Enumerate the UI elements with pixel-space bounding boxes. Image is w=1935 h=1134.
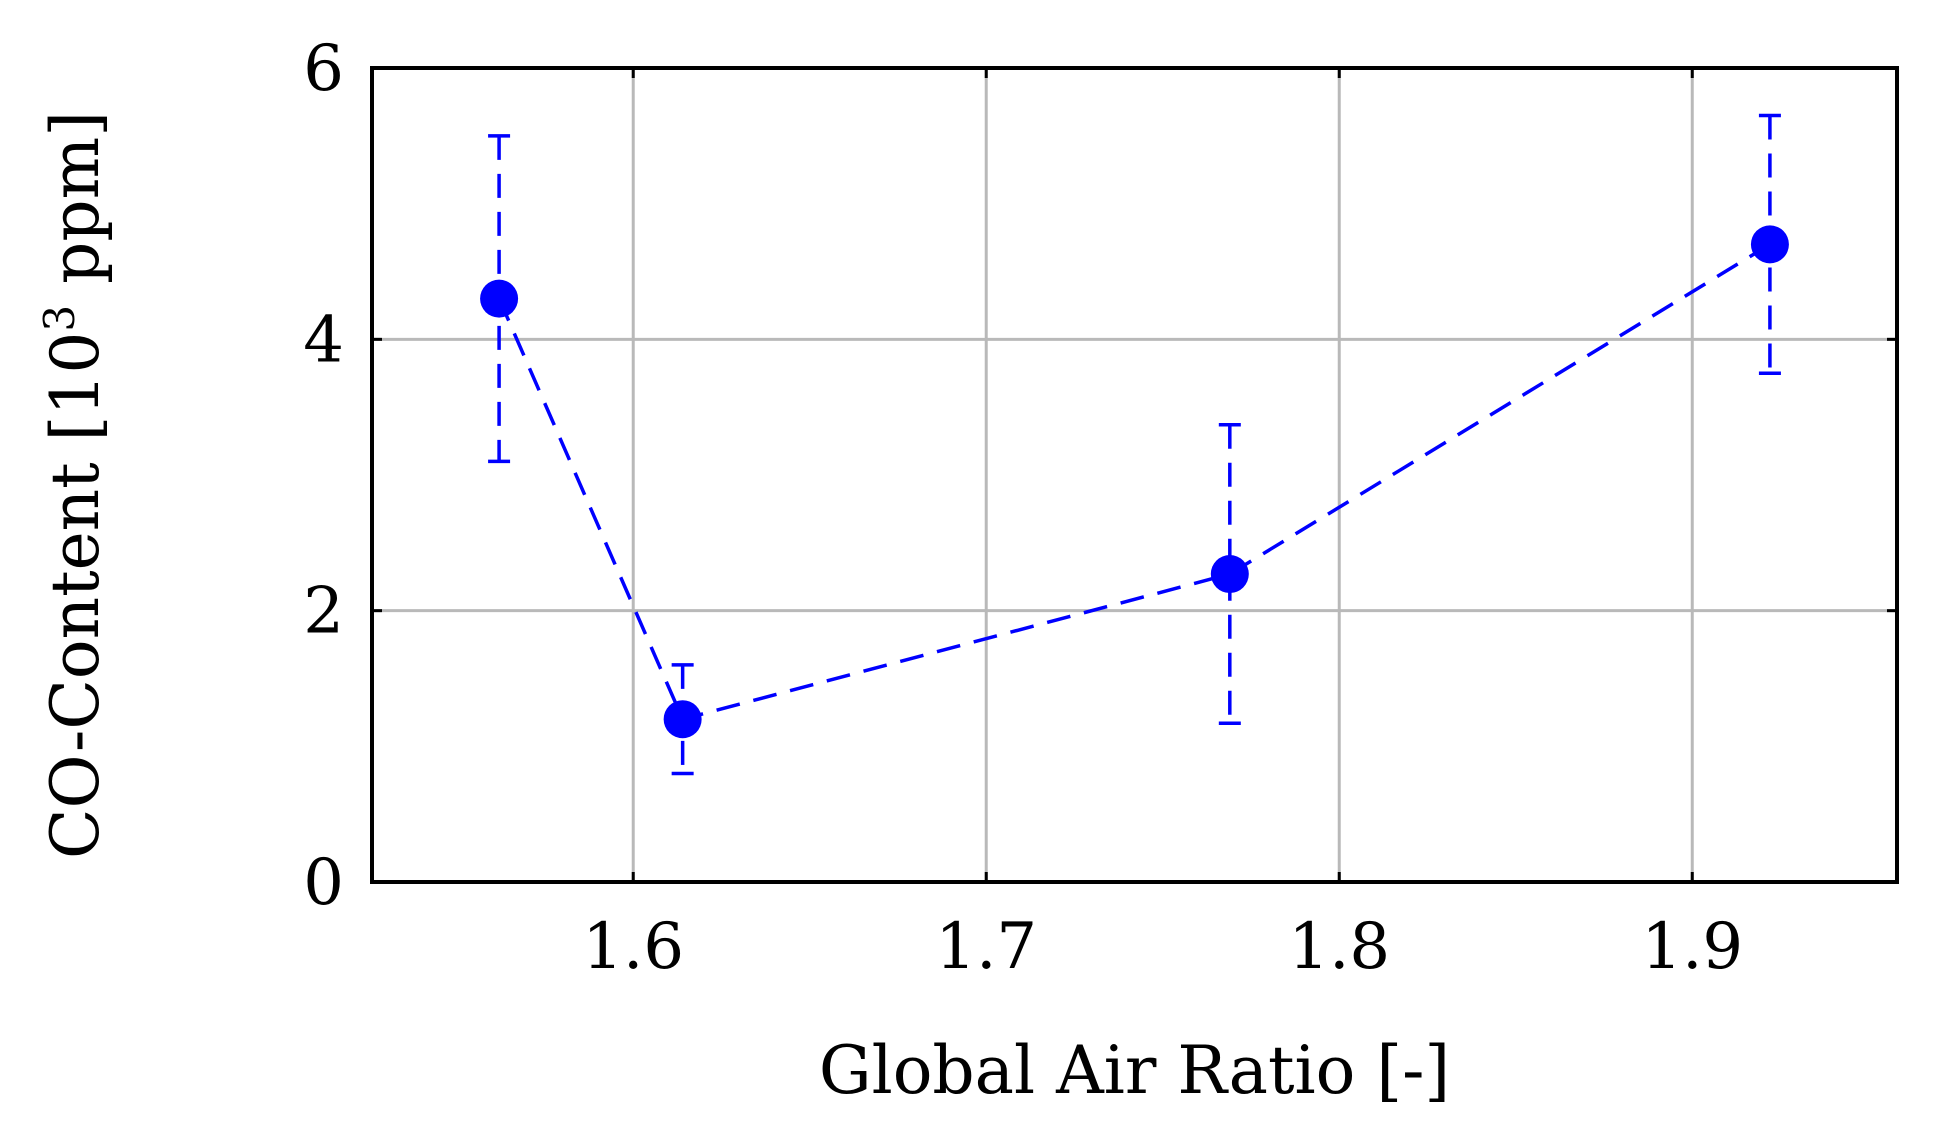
x-tick-label: 1.9	[1641, 910, 1743, 984]
axis-ticks	[372, 66, 1897, 884]
plot-area-frame	[370, 66, 1899, 884]
y-tick-label: 0	[303, 846, 344, 920]
grid-lines	[372, 68, 1897, 882]
y-axis-label-superscript: 3	[35, 305, 84, 332]
y-axis-label-main: CO-Content [10	[37, 332, 114, 859]
y-axis-label-unit: ppm]	[37, 111, 114, 305]
series-line	[497, 242, 1771, 722]
data-series	[480, 113, 1789, 776]
tick-labels: 1.6 1.7 1.8 1.9 0 2 4 6	[303, 32, 1743, 984]
x-tick-label: 1.8	[1288, 910, 1390, 984]
data-point	[480, 279, 519, 318]
data-point	[663, 700, 702, 739]
data-point	[1210, 555, 1249, 594]
x-axis-label: Global Air Ratio [-]	[819, 1032, 1450, 1109]
data-point	[1750, 225, 1789, 264]
x-tick-label: 1.6	[582, 910, 684, 984]
y-axis-label: CO-Content [103 ppm]	[35, 111, 115, 859]
y-tick-label: 6	[303, 32, 344, 106]
y-tick-label: 2	[303, 575, 344, 649]
y-tick-label: 4	[303, 303, 344, 377]
x-tick-label: 1.7	[935, 910, 1037, 984]
